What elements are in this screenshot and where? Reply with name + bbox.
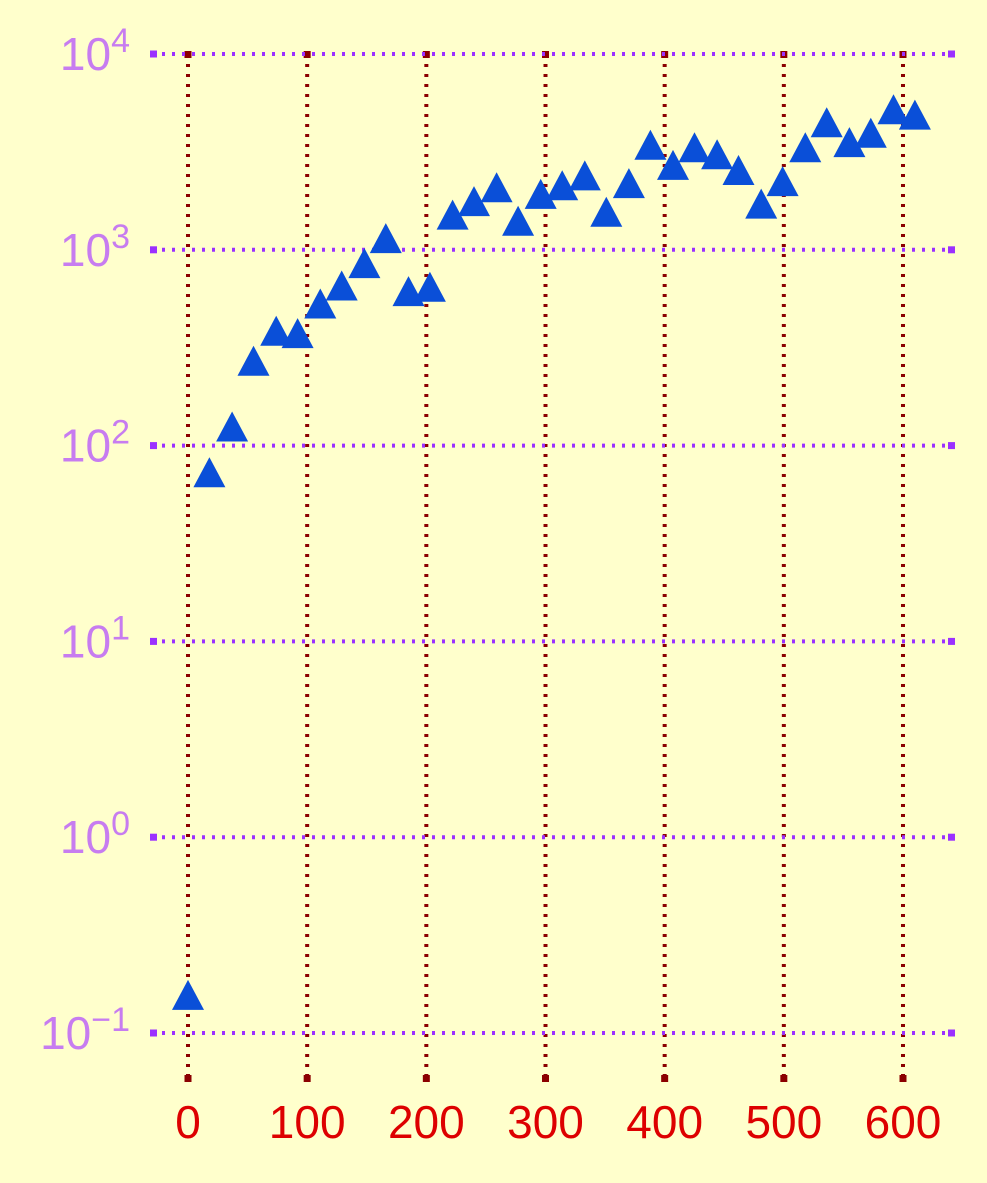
y-tick-label: 100 — [60, 805, 130, 863]
data-point — [657, 149, 689, 180]
y-tick-mark-left — [150, 637, 157, 645]
x-tick-mark-bottom — [661, 1075, 669, 1082]
data-point — [568, 160, 601, 191]
data-point — [678, 132, 711, 163]
data-points — [172, 94, 931, 1010]
x-tick-mark-bottom — [422, 1075, 430, 1082]
x-tick-label: 0 — [175, 1096, 201, 1148]
x-tick-label: 600 — [865, 1096, 942, 1148]
x-tick-mark-bottom — [303, 1075, 311, 1082]
data-point — [304, 288, 337, 319]
data-point — [722, 155, 755, 185]
y-axis-tick-labels: 10−1 100 101 102 103 104 — [40, 22, 130, 1059]
x-tick-label: 300 — [507, 1096, 584, 1148]
data-point — [348, 248, 381, 279]
x-tick-mark-bottom — [899, 1075, 907, 1082]
y-tick-mark-left — [150, 246, 157, 254]
data-point — [898, 99, 931, 130]
y-tick-label: 104 — [60, 22, 130, 80]
y-tick-label: 102 — [60, 414, 130, 472]
data-point — [193, 457, 226, 488]
x-tick-mark-bottom — [184, 1075, 192, 1082]
data-point — [260, 315, 293, 346]
y-tick-mark-right — [948, 442, 955, 450]
data-point — [854, 117, 887, 148]
y-tick-mark-right — [948, 1029, 955, 1037]
data-point — [281, 318, 314, 349]
data-point — [701, 139, 734, 170]
data-point — [502, 205, 535, 236]
y-tick-mark-right — [948, 833, 955, 841]
data-point — [590, 196, 623, 227]
data-point — [833, 127, 866, 158]
data-point — [369, 223, 402, 254]
data-point — [789, 132, 822, 163]
data-point — [172, 979, 204, 1010]
x-tick-label: 100 — [269, 1096, 346, 1148]
y-tick-mark-right — [948, 637, 955, 645]
y-tick-mark-left — [150, 1029, 157, 1037]
data-point — [325, 270, 358, 301]
x-tick-label: 200 — [388, 1096, 465, 1148]
x-tick-label: 400 — [626, 1096, 703, 1148]
x-tick-mark-top — [542, 51, 549, 58]
y-tick-mark-right — [948, 246, 955, 254]
data-point — [745, 188, 778, 219]
data-point — [436, 199, 469, 230]
data-point — [612, 168, 645, 199]
data-point — [810, 107, 843, 138]
data-point — [877, 94, 910, 125]
x-tick-mark-bottom — [780, 1075, 788, 1082]
x-tick-label: 500 — [745, 1096, 822, 1148]
x-axis-tick-labels: 0 100 200 300 400 500 600 — [175, 1096, 941, 1148]
data-point — [237, 345, 270, 376]
y-tick-mark-right — [948, 50, 955, 58]
y-tick-mark-left — [150, 50, 157, 58]
data-point — [480, 172, 513, 203]
y-tick-label: 10−1 — [40, 1001, 130, 1059]
y-tick-label: 101 — [60, 609, 130, 667]
data-point — [546, 170, 579, 201]
data-point — [524, 178, 557, 209]
data-point — [458, 186, 490, 217]
vertical-gridlines — [184, 51, 907, 1082]
x-tick-mark-top — [422, 51, 430, 58]
x-tick-mark-top — [184, 51, 192, 58]
y-tick-label: 103 — [60, 218, 130, 276]
x-tick-mark-bottom — [542, 1075, 549, 1082]
data-point — [634, 129, 667, 160]
x-tick-mark-top — [303, 51, 311, 58]
y-tick-mark-left — [150, 833, 157, 841]
horizontal-gridlines — [150, 50, 955, 1037]
data-point — [413, 271, 446, 302]
y-tick-mark-left — [150, 442, 157, 450]
data-point — [216, 411, 249, 442]
data-point — [766, 166, 799, 197]
